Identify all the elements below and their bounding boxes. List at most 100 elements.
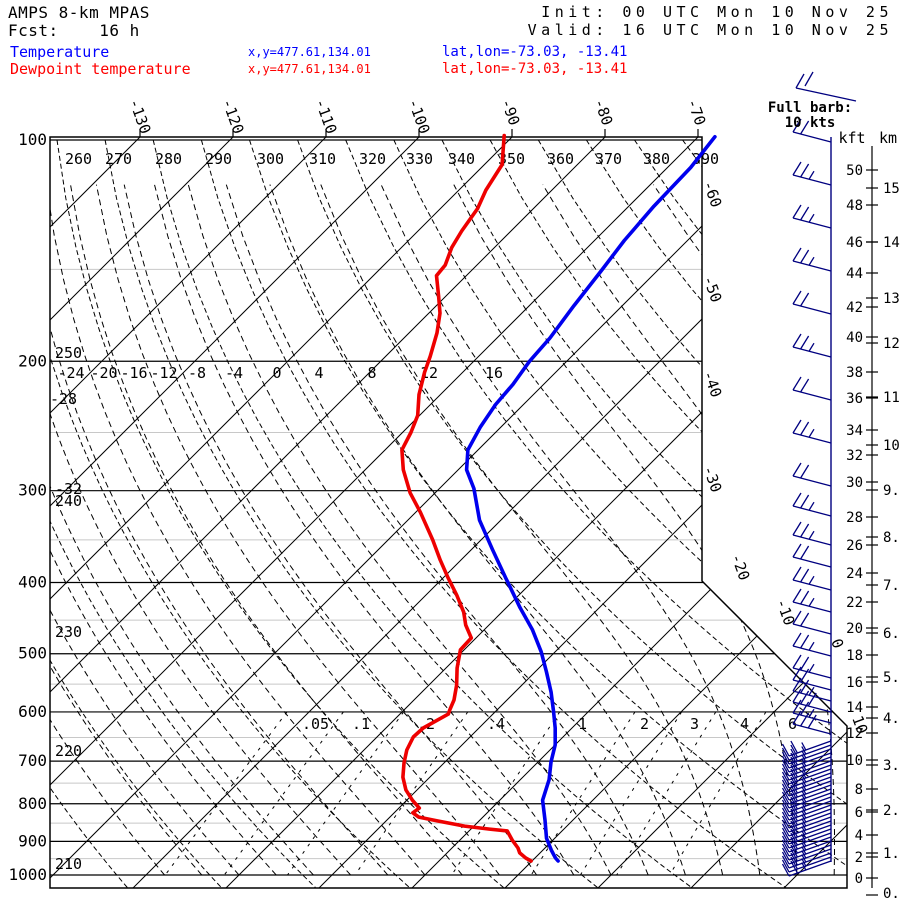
svg-text:290: 290 (205, 150, 232, 168)
svg-text:-90: -90 (497, 96, 523, 128)
svg-text:200: 200 (18, 351, 47, 370)
svg-text:6: 6 (855, 805, 863, 821)
svg-text:2.: 2. (883, 803, 900, 819)
svg-text:270: 270 (105, 150, 132, 168)
svg-text:280: 280 (155, 150, 182, 168)
svg-text:10: 10 (846, 753, 863, 769)
svg-text:5.: 5. (883, 670, 900, 686)
svg-text:16: 16 (485, 364, 503, 382)
svg-text:8: 8 (855, 782, 863, 798)
svg-text:260: 260 (65, 150, 92, 168)
svg-text:28: 28 (846, 510, 863, 526)
minor-pressure-lines (50, 268, 847, 860)
wind-barb-legend: Full barb:10 kts (768, 100, 852, 131)
svg-text:kft: kft (838, 129, 865, 147)
svg-text:-70: -70 (683, 96, 709, 128)
svg-text:360: 360 (547, 150, 574, 168)
svg-text:8: 8 (367, 364, 376, 382)
svg-text:8.: 8. (883, 530, 900, 546)
svg-text:380: 380 (643, 150, 670, 168)
mixing-ratio-lines (164, 711, 767, 876)
svg-text:210: 210 (55, 855, 82, 873)
svg-text:-120: -120 (218, 96, 247, 136)
svg-text:.05: .05 (302, 715, 329, 733)
svg-text:-32: -32 (55, 480, 82, 498)
height-axis-kft: 5048464442403836343230282624222018161412… (846, 163, 878, 887)
svg-text:20: 20 (846, 621, 863, 637)
svg-text:600: 600 (18, 702, 47, 721)
svg-text:-20: -20 (727, 551, 753, 583)
svg-text:370: 370 (595, 150, 622, 168)
svg-text:-40: -40 (699, 368, 725, 400)
temperature-latlon: lat,lon=-73.03, -13.41 (442, 44, 628, 60)
svg-text:250: 250 (55, 344, 82, 362)
svg-text:12: 12 (846, 726, 863, 742)
forecast-hour: Fcst: 16 h (8, 21, 140, 40)
svg-text:km: km (879, 129, 897, 147)
svg-text:18: 18 (846, 648, 863, 664)
svg-text:6: 6 (788, 715, 797, 733)
isotherms (50, 137, 847, 888)
svg-text:4.: 4. (883, 711, 900, 727)
svg-text:350: 350 (498, 150, 525, 168)
svg-text:0: 0 (855, 871, 863, 887)
svg-text:3.: 3. (883, 758, 900, 774)
temperature-gridpoint: x,y=477.61,134.01 (248, 45, 371, 59)
svg-text:220: 220 (55, 742, 82, 760)
svg-text:-4: -4 (225, 364, 243, 382)
svg-text:26: 26 (846, 538, 863, 554)
init-time: Init: 00 UTC Mon 10 Nov 25 (541, 3, 893, 21)
svg-text:300: 300 (18, 481, 47, 500)
svg-text:700: 700 (18, 751, 47, 770)
model-title: AMPS 8-km MPAS (8, 3, 150, 22)
svg-text:900: 900 (18, 831, 47, 850)
dewpoint-legend-label: Dewpoint temperature (10, 60, 191, 78)
valid-time: Valid: 16 UTC Mon 10 Nov 25 (527, 21, 893, 39)
svg-text:-24: -24 (57, 364, 84, 382)
isopleth-labels: 260 270 280 290 300 310 320 330 340 350 360 370 380 3… (50, 150, 797, 873)
svg-text:-28: -28 (50, 390, 77, 408)
temperature-legend-label: Temperature (10, 43, 110, 61)
svg-text:0: 0 (827, 636, 847, 651)
pressure-axis: 100 200 300 400 500 600 700 800 900 1000 (8, 130, 47, 884)
svg-text:9.: 9. (883, 483, 900, 499)
svg-text:24: 24 (846, 566, 863, 582)
svg-text:400: 400 (18, 573, 47, 592)
svg-text:13.: 13. (883, 291, 900, 307)
svg-text:11.: 11. (883, 390, 900, 406)
svg-text:-20: -20 (90, 364, 117, 382)
svg-text:.1: .1 (352, 715, 370, 733)
dewpoint-trace (400, 133, 533, 863)
svg-text:-110: -110 (311, 96, 340, 136)
svg-text:38: 38 (846, 365, 863, 381)
svg-text:Full barb:: Full barb: (768, 100, 852, 116)
svg-text:32: 32 (846, 448, 863, 464)
svg-text:100: 100 (18, 130, 47, 149)
svg-text:-16: -16 (120, 364, 147, 382)
svg-text:-100: -100 (404, 96, 433, 136)
svg-text:4: 4 (314, 364, 323, 382)
svg-text:36: 36 (846, 391, 863, 407)
svg-text:230: 230 (55, 623, 82, 641)
svg-text:1.: 1. (883, 846, 900, 862)
svg-text:1000: 1000 (8, 865, 47, 884)
svg-text:340: 340 (448, 150, 475, 168)
svg-text:-80: -80 (590, 96, 616, 128)
svg-text:0.: 0. (883, 886, 900, 900)
svg-text:50: 50 (846, 163, 863, 179)
svg-text:48: 48 (846, 198, 863, 214)
temperature-trace (464, 135, 717, 863)
dewpoint-latlon: lat,lon=-73.03, -13.41 (442, 61, 628, 77)
svg-text:10.: 10. (883, 438, 900, 454)
svg-text:500: 500 (18, 644, 47, 663)
svg-text:6.: 6. (883, 626, 900, 642)
top-temperature-axis: -130 -120 -110 -100 -90 -80 -70 (125, 96, 709, 137)
svg-text:42: 42 (846, 300, 863, 316)
svg-text:-8: -8 (188, 364, 206, 382)
svg-text:-30: -30 (699, 463, 725, 495)
height-axes: kft km50484644424038363432302826242220181… (838, 129, 900, 900)
svg-text:22: 22 (846, 595, 863, 611)
dewpoint-gridpoint: x,y=477.61,134.01 (248, 62, 371, 76)
